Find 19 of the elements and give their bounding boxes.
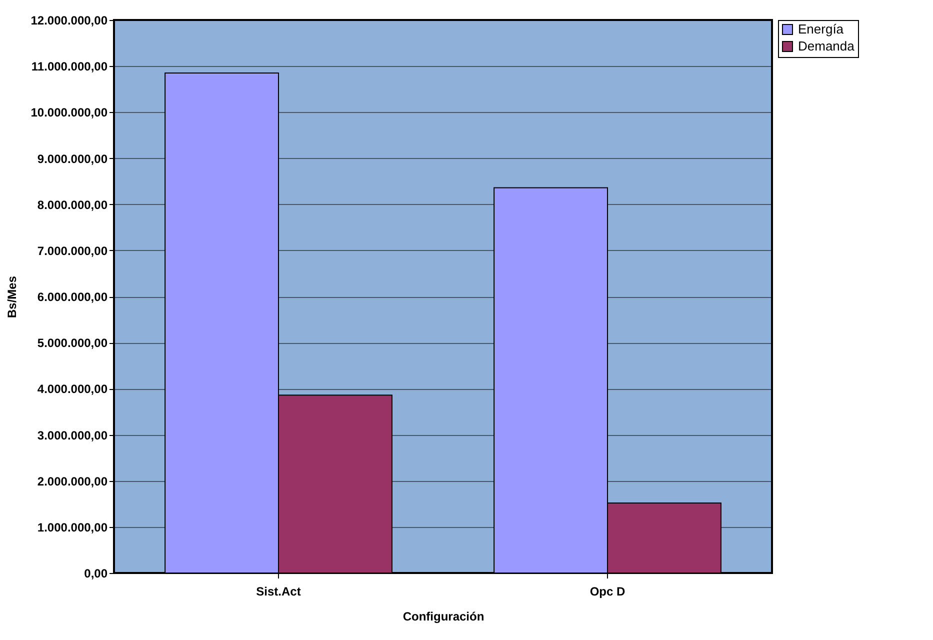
- y-tick-label: 10.000.000,00: [30, 106, 108, 120]
- x-axis-title: Configuración: [402, 610, 484, 624]
- y-tick-label: 1.000.000,00: [37, 520, 108, 534]
- x-tick-label: Sist.Act: [256, 584, 301, 598]
- y-tick-label: 5.000.000,00: [37, 336, 108, 350]
- y-tick-label: 9.000.000,00: [37, 152, 108, 166]
- y-tick-label: 7.000.000,00: [37, 244, 108, 258]
- y-tick-label: 6.000.000,00: [37, 290, 108, 304]
- y-tick-label: 11.000.000,00: [31, 60, 108, 74]
- y-tick-label: 8.000.000,00: [37, 198, 108, 212]
- y-tick-label: 0,00: [84, 566, 108, 580]
- legend-label: Demanda: [798, 38, 856, 54]
- y-tick-label: 3.000.000,00: [37, 428, 108, 442]
- y-tick-label: 2.000.000,00: [37, 474, 108, 488]
- y-tick-label: 12.000.000,00: [30, 14, 108, 28]
- x-tick-label: Opc D: [590, 584, 626, 598]
- legend-label: Energía: [798, 22, 844, 36]
- y-axis-title: Bs/Mes: [4, 276, 19, 318]
- y-tick-label: 4.000.000,00: [37, 382, 108, 396]
